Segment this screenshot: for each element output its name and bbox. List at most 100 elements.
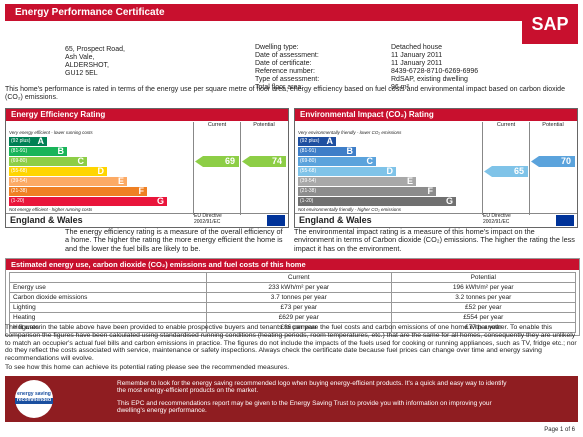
directive: EU Directive 2002/91/EC — [483, 213, 511, 225]
table: Current Potential Energy use 233 kWh/m² per… — [9, 272, 576, 333]
detail-row: Date of assessment: 11 January 2011 — [255, 52, 478, 60]
chart-title: Energy Efficiency Rating — [6, 109, 288, 121]
cell-value: 196 kWh/m² per year — [390, 282, 576, 293]
banner: energy saving recommended Remember to lo… — [5, 376, 578, 422]
band-letter: D — [386, 166, 394, 176]
header-row: Current Potential — [9, 272, 576, 283]
current-rating: 69 — [195, 156, 239, 167]
potential-rating: 74 — [242, 156, 286, 167]
cell — [9, 272, 207, 283]
banner-text: This EPC and recommendations report may … — [117, 400, 492, 415]
detail-label: Type of assessment: — [255, 76, 320, 84]
bottom-note: Not energy efficient - higher running co… — [9, 207, 93, 212]
band-range: (81-91) — [11, 148, 28, 154]
top-note: Very environmentally friendly - lower CO… — [298, 130, 402, 135]
band-range: (39-54) — [11, 178, 28, 184]
detail-value: 11 January 2011 — [391, 60, 443, 68]
address-line: 65, Prospect Road, — [65, 46, 125, 53]
band-range: (1-20) — [11, 198, 25, 204]
divider — [240, 122, 241, 215]
cell-value: 3.7 tonnes per year — [206, 292, 392, 303]
header-bar: Energy Performance Certificate — [5, 4, 522, 21]
detail-label: Date of certificate: — [255, 60, 312, 68]
eu-flag — [556, 215, 574, 226]
detail-row: Type of assessment: RdSAP, existing dwell… — [255, 76, 478, 84]
band-range: (1-20) — [300, 198, 314, 204]
band-letter: F — [138, 186, 145, 196]
detail-label: Date of assessment: — [255, 52, 319, 60]
cell-value: 233 kWh/m² per year — [206, 282, 392, 293]
rating-band: (1-20) G — [298, 197, 456, 206]
logo: SAP — [522, 4, 578, 44]
band-range: (21-38) — [11, 188, 28, 194]
band-letter: C — [77, 156, 85, 166]
esr-logo: energy saving recommended — [15, 380, 53, 418]
potential-rating: 70 — [531, 156, 575, 167]
band-letter: G — [156, 196, 164, 206]
column-header: Current — [206, 272, 392, 283]
chart-title: Environmental Impact (CO₂) Rating — [295, 109, 577, 121]
band-letter: G — [445, 196, 453, 206]
band-letter: D — [97, 166, 105, 176]
detail-row: Reference number: 8439-6728-8710-6269-699… — [255, 68, 478, 76]
band-letter: A — [326, 136, 334, 146]
note: To see how this home can achieve its pot… — [5, 364, 290, 371]
current-rating: 65 — [484, 166, 528, 177]
cell-value: £73 per year — [206, 302, 392, 313]
rating-band: (92 plus) A — [9, 137, 47, 146]
band-range: (55-68) — [11, 168, 28, 174]
row-label: Lighting — [9, 302, 207, 313]
band-range: (92 plus) — [300, 138, 320, 144]
table-row: Lighting £73 per year £52 per year — [9, 302, 576, 313]
column-header: Potential — [542, 122, 564, 128]
band-range: (69-80) — [300, 158, 317, 164]
logo-text: energy saving — [17, 391, 51, 397]
column-header: Potential — [390, 272, 576, 283]
divider — [193, 122, 194, 215]
column-header: Current — [496, 122, 516, 128]
detail-row: Date of certificate: 11 January 2011 — [255, 60, 478, 68]
chart-footer: England & Wales EU Directive 2002/91/EC — [295, 213, 577, 227]
rating-band: (1-20) G — [9, 197, 167, 206]
eu-flag — [267, 215, 285, 226]
cost-table: Estimated energy use, carbon dioxide (CO… — [5, 258, 580, 336]
title: Energy Performance Certificate — [15, 7, 165, 18]
region: England & Wales — [10, 215, 83, 225]
band-range: (21-38) — [300, 188, 317, 194]
detail-value: RdSAP, existing dwelling — [391, 76, 468, 84]
address-line: ALDERSHOT, — [65, 62, 109, 70]
rating-band: (39-54) E — [298, 177, 416, 186]
detail-label: Dwelling type: — [255, 44, 299, 51]
table-title: Estimated energy use, carbon dioxide (CO… — [6, 259, 579, 270]
description: The energy efficiency rating is a measur… — [65, 227, 283, 253]
detail-row: Dwelling type: Detached house — [255, 44, 478, 52]
band-range: (39-54) — [300, 178, 317, 184]
rating-band: (39-54) E — [9, 177, 127, 186]
detail-row: Total floor area: 96 m² — [255, 84, 478, 92]
table-row: Hot water £86 per year £77 per year — [9, 322, 576, 333]
detail-value: 8439-6728-8710-6269-6996 — [391, 68, 479, 76]
row-label: Hot water — [9, 322, 207, 333]
top-note: Very energy efficient - lower running co… — [9, 130, 93, 135]
address-line: GU12 5EL — [65, 70, 98, 78]
table-row: Heating £629 per year £554 per year — [9, 312, 576, 323]
table-row: Energy use 233 kWh/m² per year 196 kWh/m² … — [9, 282, 576, 293]
band-range: (55-68) — [300, 168, 317, 174]
band-letter: B — [57, 146, 65, 156]
row-label: Carbon dioxide emissions — [9, 292, 207, 303]
page-number: Page 1 of 6 — [544, 427, 575, 433]
divider — [529, 122, 530, 215]
intro: This home's performance is rated in term… — [5, 86, 565, 102]
chart-footer: England & Wales EU Directive 2002/91/EC — [6, 213, 288, 227]
rating-band: (55-68) D — [298, 167, 396, 176]
directive: EU Directive 2002/91/EC — [194, 213, 222, 225]
bottom-note: Not environmentally friendly - higher CO… — [298, 207, 402, 212]
details: Dwelling type: Detached house Date of asse… — [255, 44, 478, 92]
rating-band: (92 plus) A — [298, 137, 336, 146]
cell-value: £52 per year — [390, 302, 576, 313]
cell-value: £554 per year — [390, 312, 576, 323]
band-letter: F — [427, 186, 434, 196]
divider — [482, 122, 483, 215]
table-row: Carbon dioxide emissions 3.7 tonnes per y… — [9, 292, 576, 303]
